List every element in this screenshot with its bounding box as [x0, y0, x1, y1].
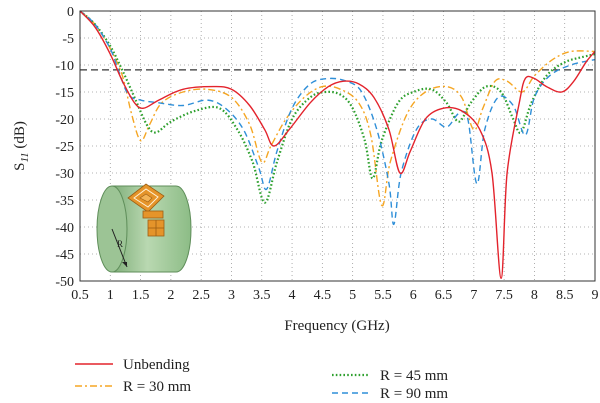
y-tick-label: -45: [55, 248, 74, 263]
x-axis-title: Frequency (GHz): [284, 318, 389, 334]
x-tick-label: 4.5: [314, 288, 332, 303]
series-line-1: [79, 10, 596, 207]
antenna-cylinder-inset: R: [96, 183, 192, 273]
y-tick-label: -30: [55, 167, 74, 182]
x-tick-label: 9: [592, 288, 599, 303]
y-tick-label: -25: [55, 140, 74, 155]
legend-label-2: R = 45 mm: [380, 368, 448, 384]
y-axis-title-unit: (dB): [12, 121, 28, 152]
y-axis-title-subscript: 11: [19, 152, 31, 162]
y-tick-label: -10: [55, 59, 74, 74]
y-axis-title: S11 (dB): [12, 121, 31, 171]
x-tick-label: 6.5: [435, 288, 453, 303]
x-tick-label: 2.5: [192, 288, 210, 303]
x-tick-label: 3: [228, 288, 235, 303]
legend-label-0: Unbending: [123, 357, 190, 373]
x-tick-label: 1: [107, 288, 114, 303]
x-tick-labels: 0.5 1 1.5 2 2.5 3 3.5 4 4.5 5 5.5 6 6.5 7 7.5 8 8.5 9: [71, 288, 598, 303]
x-tick-label: 6: [410, 288, 417, 303]
x-tick-label: 5.5: [374, 288, 392, 303]
x-tick-label: 7.5: [495, 288, 513, 303]
y-tick-label: -40: [55, 221, 74, 236]
y-tick-label: -20: [55, 113, 74, 128]
y-tick-labels: 0 -5 -10 -15 -20 -25 -30 -35 -40 -45 -50: [55, 5, 74, 290]
series-line-2: [79, 10, 596, 204]
y-tick-label: -35: [55, 194, 74, 209]
x-tick-label: 4: [289, 288, 296, 303]
y-tick-label: 0: [67, 5, 74, 20]
antenna-patch: [127, 183, 165, 237]
x-tick-label: 7: [470, 288, 477, 303]
series-line-0: [79, 10, 596, 279]
y-tick-label: -5: [62, 32, 74, 47]
legend-label-3: R = 90 mm: [380, 386, 448, 402]
x-tick-label: 5: [349, 288, 356, 303]
series-layer: [79, 10, 596, 279]
x-tick-label: 8: [531, 288, 538, 303]
x-tick-label: 0.5: [71, 288, 89, 303]
plot-frame: [79, 10, 596, 282]
series-line-3: [79, 10, 596, 226]
radius-arrow-head: [122, 262, 127, 267]
legend-label-1: R = 30 mm: [123, 379, 191, 395]
x-tick-label: 3.5: [253, 288, 271, 303]
y-tick-label: -15: [55, 86, 74, 101]
x-tick-label: 2: [167, 288, 174, 303]
radius-arrow: [111, 228, 128, 268]
x-tick-label: 8.5: [556, 288, 574, 303]
legend: Unbending R = 30 mm R = 45 mm R = 90 mm: [75, 357, 448, 402]
y-tick-label: -50: [55, 275, 74, 290]
x-tick-label: 1.5: [132, 288, 150, 303]
y-axis-title-main: S: [12, 163, 28, 171]
radius-label: R: [117, 239, 123, 249]
